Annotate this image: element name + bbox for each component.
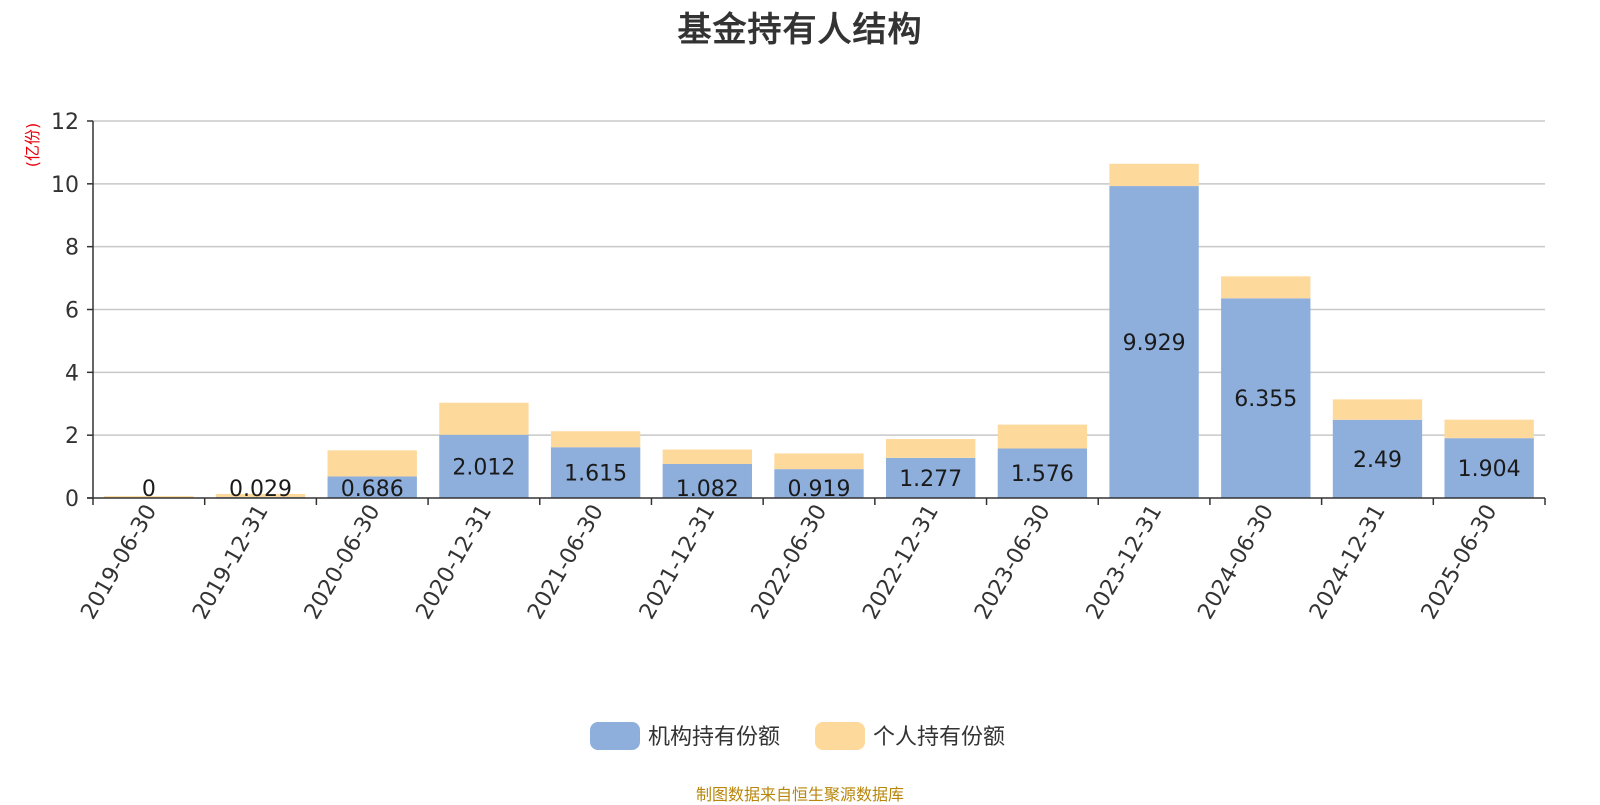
x-tick-label: 2020-06-30 [300,501,386,624]
x-tick-label: 2019-12-31 [188,501,274,624]
bar-institutional [1332,419,1423,498]
y-tick-label: 6 [65,299,79,324]
bar-institutional [774,469,864,498]
x-tick-label: 2024-12-31 [1305,501,1391,624]
bar-institutional [439,434,529,498]
y-tick-label: 10 [51,173,79,198]
data-label: 2.49 [1353,448,1402,473]
data-label: 1.904 [1458,457,1521,482]
source-note: 制图数据来自恒生聚源数据库 [695,785,904,804]
x-tick-label: 2020-12-31 [412,501,498,624]
x-tick-label: 2019-06-30 [76,501,162,624]
x-tick-label: 2023-12-31 [1082,501,1168,624]
x-tick-label: 2025-06-30 [1417,501,1503,624]
bar-individual [104,496,194,498]
legend-label-individual: 个人持有份额 [873,725,1005,750]
legend-label-institutional: 机构持有份额 [648,725,780,750]
x-tick-label: 2022-06-30 [747,501,833,624]
legend-swatch-individual [815,722,865,750]
bar-individual [1332,399,1423,420]
y-tick-label: 0 [65,487,79,512]
y-tick-label: 4 [65,361,79,386]
bar-individual [997,424,1088,449]
data-label: 1.576 [1011,462,1074,487]
axes: 0 2 4 6 8 10 12 (亿份) 2019-06-30 2019-12-31 2020-06… [23,110,1546,624]
bar-institutional [1109,186,1199,499]
bar-individual [439,402,529,435]
bar-individual [662,449,752,465]
bars [104,163,1534,499]
data-label: 0 [142,477,156,502]
y-axis-label: (亿份) [23,123,42,168]
data-label: 1.277 [899,467,962,492]
x-tick-label: 2024-06-30 [1193,501,1279,624]
x-tick-label: 2023-06-30 [970,501,1056,624]
bar-institutional [662,464,752,498]
legend-swatch-institutional [590,722,640,750]
bar-institutional [997,448,1088,498]
bar-individual [327,450,417,477]
bar-individual [215,493,306,498]
chart-title: 基金持有人结构 [677,10,923,50]
grid-lines [93,120,1545,436]
bar-institutional [550,447,641,498]
x-tick-label: 2021-06-30 [523,501,609,624]
bar-institutional [1444,438,1534,498]
bar-institutional [327,476,417,498]
bar-individual [550,431,641,448]
bar-individual [886,439,976,458]
data-label: 2.012 [452,455,515,480]
x-tick-label: 2022-12-31 [858,501,944,624]
bar-institutional [1221,298,1311,498]
bar-individual [1444,419,1534,439]
y-tick-label: 12 [51,110,79,135]
bar-individual [774,453,864,470]
legend: 机构持有份额 个人持有份额 [590,722,1005,750]
bar-individual [1109,163,1199,187]
data-label: 1.615 [564,462,627,487]
y-tick-label: 2 [65,424,79,449]
bar-institutional [886,457,976,498]
y-tick-label: 8 [65,236,79,261]
data-label: 6.355 [1234,387,1297,412]
bar-individual [1221,276,1311,299]
x-tick-label: 2021-12-31 [635,501,721,624]
data-label: 9.929 [1123,331,1186,356]
